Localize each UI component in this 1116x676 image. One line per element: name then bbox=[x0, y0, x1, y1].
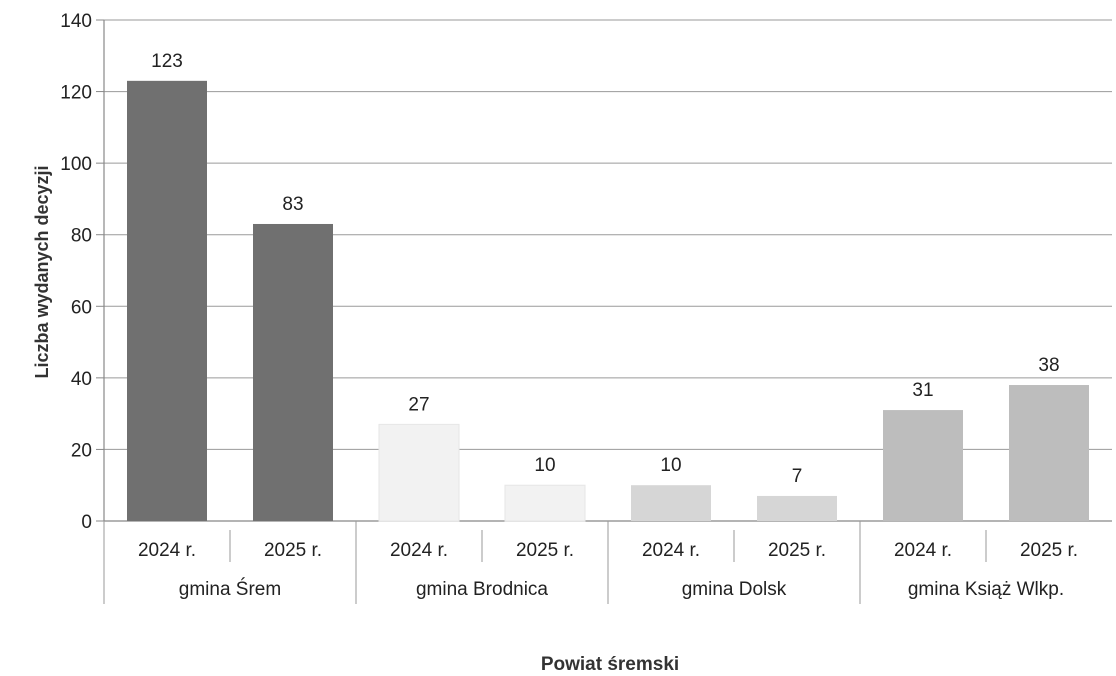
y-tick-label: 0 bbox=[81, 512, 92, 533]
bar bbox=[883, 410, 963, 521]
y-tick-label: 40 bbox=[71, 369, 92, 390]
data-label: 7 bbox=[792, 466, 803, 487]
y-tick-label: 80 bbox=[71, 226, 92, 247]
y-tick-label: 140 bbox=[60, 11, 92, 32]
x-category-label: 2025 r. bbox=[516, 540, 574, 561]
x-group-label: gmina Książ Wlkp. bbox=[908, 579, 1064, 600]
y-tick-label: 20 bbox=[71, 440, 92, 461]
x-category-label: 2024 r. bbox=[642, 540, 700, 561]
y-tick-label: 100 bbox=[60, 154, 92, 175]
bar bbox=[1009, 385, 1089, 521]
data-label: 27 bbox=[408, 394, 429, 415]
x-group-label: gmina Brodnica bbox=[416, 579, 548, 600]
x-category-label: 2024 r. bbox=[390, 540, 448, 561]
x-group-label: gmina Śrem bbox=[179, 578, 281, 600]
data-label: 10 bbox=[534, 455, 555, 476]
x-axis: 2024 r. 2025 r. gmina Śrem 2024 r. 2025 r. gm… bbox=[103, 521, 1078, 604]
x-category-label: 2025 r. bbox=[1020, 540, 1078, 561]
x-category-label: 2025 r. bbox=[768, 540, 826, 561]
x-axis-label: Powiat śremski bbox=[541, 654, 679, 675]
data-label: 38 bbox=[1038, 355, 1059, 376]
data-label: 123 bbox=[151, 51, 183, 72]
bars bbox=[127, 80, 1089, 522]
y-tick-label: 60 bbox=[71, 297, 92, 318]
bar bbox=[631, 485, 711, 521]
x-category-label: 2024 r. bbox=[894, 540, 952, 561]
bar bbox=[504, 484, 586, 522]
y-axis-label: Liczba wydanych decyzji bbox=[32, 165, 52, 378]
data-label: 10 bbox=[660, 455, 681, 476]
y-axis-ticks: 0 20 40 60 80 100 120 140 bbox=[60, 11, 105, 533]
x-category-label: 2025 r. bbox=[264, 540, 322, 561]
data-label: 31 bbox=[912, 380, 933, 401]
data-label: 83 bbox=[282, 194, 303, 215]
x-group-label: gmina Dolsk bbox=[682, 579, 787, 600]
data-labels: 123 83 27 10 10 7 31 38 bbox=[151, 51, 1059, 487]
y-tick-label: 120 bbox=[60, 83, 92, 104]
x-category-label: 2024 r. bbox=[138, 540, 196, 561]
bar bbox=[378, 423, 460, 522]
bar bbox=[127, 80, 207, 521]
bar bbox=[757, 495, 837, 521]
bar bbox=[253, 223, 333, 521]
